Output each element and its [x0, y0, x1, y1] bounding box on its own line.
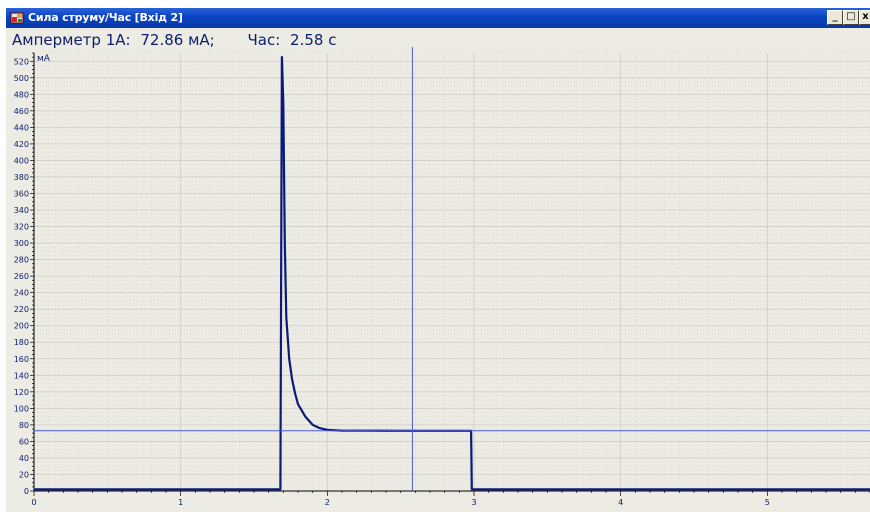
restore-button[interactable]: □ [843, 10, 859, 25]
x-tick-label: 2 [325, 498, 330, 507]
x-tick-label: 5 [765, 498, 770, 507]
measurement-readout: Амперметр 1А: 72.86 мА; Час: 2.58 с [12, 27, 336, 53]
y-tick-label: 300 [14, 239, 29, 248]
x-tick-label: 1 [178, 498, 183, 507]
window-title: Сила струму/Час [Вхід 2] [28, 11, 183, 24]
y-tick-label: 80 [19, 421, 29, 430]
y-tick-label: 520 [14, 57, 29, 66]
y-tick-label: 60 [19, 437, 29, 446]
y-axis-label: мА [37, 54, 51, 64]
y-tick-label: 120 [14, 388, 29, 397]
cursor[interactable] [34, 47, 870, 491]
y-tick-label: 0 [24, 487, 29, 496]
y-tick-label: 40 [19, 454, 29, 463]
y-tick-label: 380 [14, 173, 29, 182]
y-tick-label: 360 [14, 189, 29, 198]
app-icon [10, 12, 24, 24]
y-tick-label: 340 [14, 206, 29, 215]
x-tick-label: 4 [618, 498, 623, 507]
y-tick-label: 260 [14, 272, 29, 281]
series [34, 55, 870, 491]
y-tick-label: 480 [14, 90, 29, 99]
y-tick-label: 140 [14, 371, 29, 380]
close-button[interactable]: x [859, 10, 870, 25]
y-tick-label: 460 [14, 107, 29, 116]
title-bar[interactable]: Сила струму/Час [Вхід 2] _ □ x [6, 8, 870, 28]
y-tick-label: 240 [14, 289, 29, 298]
minimize-button[interactable]: _ [827, 10, 843, 25]
y-tick-label: 20 [19, 470, 29, 479]
y-tick-label: 160 [14, 355, 29, 364]
time-label: Час: [247, 31, 281, 49]
time-value: 2.58 с [290, 31, 337, 49]
x-tick-label: 3 [471, 498, 476, 507]
plot-window: Сила струму/Час [Вхід 2] _ □ x Амперметр… [6, 8, 870, 512]
y-tick-label: 400 [14, 156, 29, 165]
current-time-plot[interactable]: 0204060801001201401601802002202402602803… [6, 8, 870, 512]
y-tick-label: 440 [14, 123, 29, 132]
current-series-line [34, 55, 870, 491]
channel-label: Амперметр 1А: [12, 31, 131, 49]
channel-value: 72.86 мА; [140, 31, 215, 49]
y-tick-label: 220 [14, 305, 29, 314]
y-tick-label: 320 [14, 223, 29, 232]
y-tick-label: 180 [14, 338, 29, 347]
y-tick-label: 280 [14, 256, 29, 265]
y-tick-label: 420 [14, 140, 29, 149]
y-tick-label: 500 [14, 74, 29, 83]
axes: 0204060801001201401601802002202402602803… [14, 52, 870, 507]
x-tick-label: 0 [31, 498, 36, 507]
y-tick-label: 200 [14, 322, 29, 331]
y-tick-label: 100 [14, 404, 29, 413]
grid [33, 52, 870, 492]
